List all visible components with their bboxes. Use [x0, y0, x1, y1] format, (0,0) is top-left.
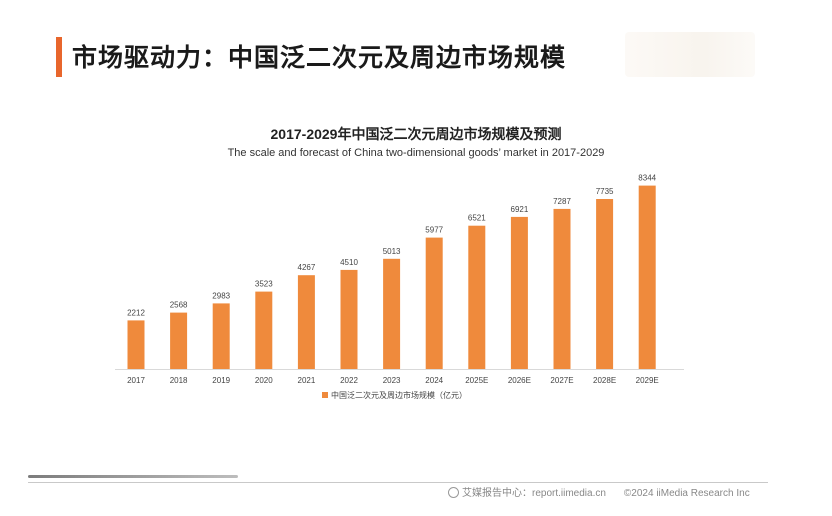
- data-label-2026E: 6921: [511, 205, 529, 214]
- bar-2029E: [638, 185, 656, 369]
- data-label-2022: 4510: [340, 258, 358, 267]
- footer-divider: [28, 482, 768, 483]
- data-label-2017: 2212: [127, 308, 145, 317]
- x-tick-label-2023: 2023: [383, 376, 401, 385]
- data-label-2018: 2568: [170, 301, 188, 310]
- x-tick-label-2018: 2018: [170, 376, 188, 385]
- bar-2025E: [468, 225, 486, 369]
- data-label-2024: 5977: [425, 226, 443, 235]
- bar-2021: [297, 275, 315, 369]
- x-tick-label-2024: 2024: [425, 376, 443, 385]
- legend-label: 中国泛二次元及周边市场规模（亿元）: [331, 390, 467, 400]
- x-tick-label-2027E: 2027E: [550, 376, 573, 385]
- footer-accent-line: [28, 475, 238, 478]
- bar-2020: [255, 291, 273, 369]
- chart-title: 2017-2029年中国泛二次元周边市场规模及预测: [270, 126, 562, 142]
- data-label-2025E: 6521: [468, 214, 486, 223]
- data-label-2023: 5013: [383, 247, 401, 256]
- x-tick-label-2020: 2020: [255, 376, 273, 385]
- bar-2017: [127, 320, 145, 369]
- footer: 艾媒报告中心：report.iimedia.cn ©2024 iiMedia Re…: [448, 484, 750, 499]
- bar-2024: [425, 237, 443, 369]
- title-accent-bar: [56, 37, 62, 77]
- x-tick-label-2019: 2019: [212, 376, 230, 385]
- x-tick-label-2017: 2017: [127, 376, 145, 385]
- page-title: 市场驱动力：中国泛二次元及周边市场规模: [72, 44, 567, 72]
- footer-source: 艾媒报告中心：report.iimedia.cn: [462, 488, 606, 499]
- legend-swatch: [322, 392, 328, 398]
- data-label-2029E: 8344: [638, 174, 656, 183]
- footer-copyright: ©2024 iiMedia Research Inc: [623, 488, 750, 499]
- bar-2018: [170, 312, 188, 369]
- x-tick-label-2021: 2021: [298, 376, 316, 385]
- bar-2022: [340, 269, 358, 369]
- bar-2019: [212, 303, 230, 369]
- x-tick-label-2026E: 2026E: [508, 376, 531, 385]
- x-tick-label-2028E: 2028E: [593, 376, 616, 385]
- x-tick-label-2025E: 2025E: [465, 376, 488, 385]
- data-label-2028E: 7735: [596, 187, 614, 196]
- iimedia-logo-icon: [448, 487, 459, 498]
- bar-2028E: [596, 199, 614, 369]
- chart-subtitle: The scale and forecast of China two-dime…: [227, 147, 605, 159]
- data-label-2019: 2983: [212, 291, 230, 300]
- bar-2026E: [510, 216, 528, 369]
- data-label-2021: 4267: [298, 263, 316, 272]
- data-label-2027E: 7287: [553, 197, 571, 206]
- x-tick-label-2022: 2022: [340, 376, 358, 385]
- bar-2027E: [553, 208, 571, 369]
- data-label-2020: 3523: [255, 280, 273, 289]
- bar-2023: [383, 258, 401, 369]
- watermark-logo: [625, 32, 755, 77]
- x-tick-label-2029E: 2029E: [636, 376, 659, 385]
